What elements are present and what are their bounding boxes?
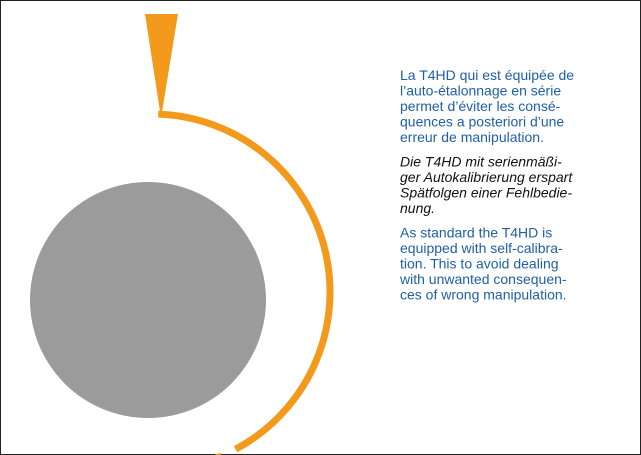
text-line: Spätfolgen einer Fehlbedie-	[400, 185, 572, 201]
text-line: equipped with self-calibra-	[400, 240, 563, 256]
text-block: La T4HD qui est équipée del’auto-étalonn…	[399, 67, 574, 303]
text-line: l’auto-étalonnage en série	[400, 83, 561, 99]
text-line: tion. This to avoid dealing	[400, 256, 559, 272]
text-line: erreur de manipulation.	[400, 129, 544, 145]
text-line: nung.	[400, 200, 435, 216]
text-line: As standard the T4HD is	[400, 225, 552, 241]
text-line: permet d’éviter les consé-	[400, 98, 561, 114]
page: La T4HD qui est équipée del’auto-étalonn…	[0, 0, 641, 455]
text-line: ger Autokalibrierung erspart	[400, 169, 573, 185]
gray-disc	[30, 182, 266, 418]
text-line: with unwanted consequen-	[399, 271, 567, 287]
text-line: quences a posteriori d’une	[400, 114, 564, 130]
text-line: ces of wrong manipulation.	[400, 287, 567, 303]
text-line: La T4HD qui est équipée de	[400, 67, 574, 83]
text-line: Die T4HD mit serienmäßi-	[400, 154, 562, 170]
